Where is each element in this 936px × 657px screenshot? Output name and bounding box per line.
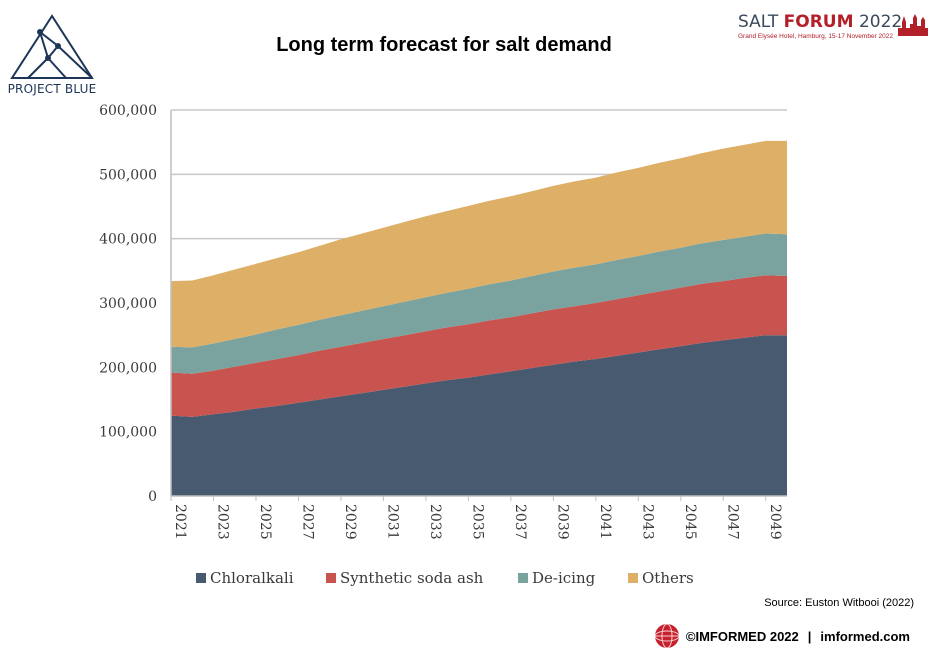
x-tick-label: 2027 — [299, 504, 315, 540]
legend-item: De-icing — [518, 569, 596, 587]
x-tick-label: 2033 — [427, 504, 443, 540]
x-tick-label: 2041 — [597, 504, 613, 540]
y-tick-label: 500,000 — [99, 167, 157, 183]
x-tick-label: 2025 — [257, 504, 273, 540]
x-tick-label: 2043 — [639, 504, 655, 540]
imformed-globe-icon — [654, 623, 680, 649]
y-tick-label: 200,000 — [99, 360, 157, 376]
legend-label: De-icing — [532, 569, 596, 587]
forum-venue: Grand Elysée Hotel, Hamburg, 15-17 Novem… — [738, 33, 893, 40]
y-tick-label: 400,000 — [99, 232, 157, 248]
x-tick-label: 2037 — [512, 504, 528, 540]
legend-item: Chloralkali — [196, 569, 294, 587]
x-tick-label: 2035 — [469, 504, 485, 540]
source-note: Source: Euston Witbooi (2022) — [764, 597, 914, 609]
copyright-text: ©IMFORMED 2022 — [685, 628, 799, 644]
legend-swatch — [196, 573, 206, 583]
footer-separator: | — [807, 628, 812, 644]
legend-swatch — [518, 573, 528, 583]
area-chloralkali — [171, 335, 787, 496]
x-tick-label: 2031 — [384, 504, 400, 540]
x-tick-label: 2039 — [554, 504, 570, 540]
salt-forum-logo: SALT FORUM 2022 Grand Elysée Hotel, Hamb… — [738, 12, 928, 40]
x-tick-label: 2045 — [682, 504, 698, 540]
area-synthetic-soda-ash — [171, 275, 787, 417]
y-tick-label: 300,000 — [99, 296, 157, 312]
footer: ©IMFORMED 2022 | imformed.com — [654, 623, 910, 649]
y-tick-label: 0 — [148, 489, 157, 505]
stacked-area-chart: 0 100,000 200,000 300,000 400,000 500,000 600,… — [99, 103, 787, 587]
legend-label: Chloralkali — [210, 569, 294, 587]
x-tick-label: 2049 — [767, 504, 783, 540]
legend-item: Synthetic soda ash — [326, 569, 484, 587]
website-link[interactable]: imformed.com — [820, 628, 910, 644]
x-tick-label: 2029 — [342, 504, 358, 540]
project-blue-logo: PROJECT BLUE — [4, 12, 100, 98]
legend-label: Others — [642, 569, 694, 587]
legend-swatch — [628, 573, 638, 583]
left-logo-text: PROJECT BLUE — [7, 82, 97, 96]
x-tick-label: 2047 — [724, 504, 740, 540]
network-triangle-icon — [10, 14, 94, 79]
forum-name: SALT FORUM 2022 — [738, 12, 903, 32]
y-tick-label: 100,000 — [99, 425, 157, 441]
y-tick-label: 600,000 — [99, 103, 157, 119]
legend: Chloralkali Synthetic soda ash De-icing Oth… — [196, 569, 694, 587]
area-series — [171, 140, 787, 496]
area-de-icing — [171, 233, 787, 374]
legend-label: Synthetic soda ash — [340, 569, 484, 587]
x-tick-label: 2021 — [172, 504, 188, 540]
hamburg-skyline-icon — [898, 14, 928, 36]
legend-item: Others — [628, 569, 694, 587]
area-others — [171, 140, 787, 348]
chart-title: Long term forecast for salt demand — [276, 34, 612, 56]
legend-swatch — [326, 573, 336, 583]
x-tick-label: 2023 — [214, 504, 230, 540]
axes: 0 100,000 200,000 300,000 400,000 500,000 600,… — [99, 103, 787, 540]
